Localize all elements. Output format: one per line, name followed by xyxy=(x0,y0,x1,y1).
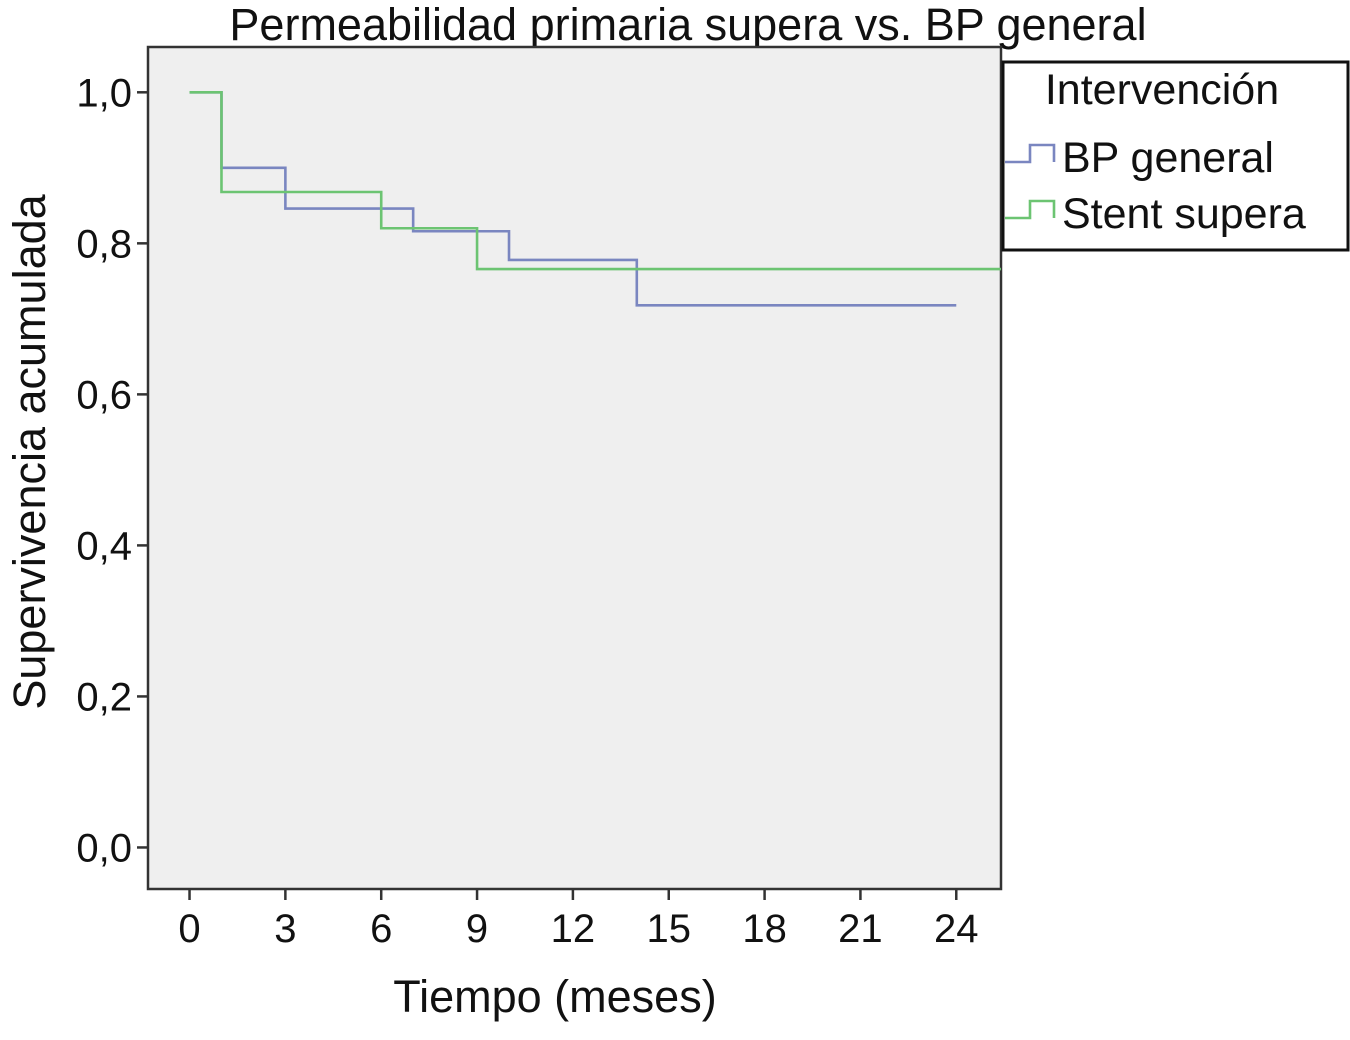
x-tick-label: 9 xyxy=(466,907,488,951)
x-tick-label: 15 xyxy=(646,907,691,951)
y-axis: 0,0 0,2 0,4 0,6 0,8 1,0 xyxy=(76,71,148,870)
legend-title: Intervención xyxy=(1045,66,1279,114)
chart-title: Permeabilidad primaria supera vs. BP gen… xyxy=(229,0,1146,50)
y-tick-label: 0,6 xyxy=(76,373,132,417)
legend: Intervención BP general Stent supera xyxy=(1001,60,1350,252)
legend-symbol-stent-supera xyxy=(1005,199,1056,220)
x-tick-label: 3 xyxy=(274,907,296,951)
y-tick-label: 0,0 xyxy=(76,826,132,870)
x-tick-label: 0 xyxy=(178,907,200,951)
legend-box xyxy=(1001,60,1350,252)
y-tick-label: 0,2 xyxy=(76,675,132,719)
y-tick-label: 1,0 xyxy=(76,71,132,115)
x-tick-label: 18 xyxy=(742,907,787,951)
y-tick-label: 0,8 xyxy=(76,222,132,266)
x-axis-label: Tiempo (meses) xyxy=(393,971,716,1022)
legend-symbol-bp-general xyxy=(1005,143,1056,164)
plot-area xyxy=(146,45,1003,891)
legend-items: BP general Stent supera xyxy=(1005,134,1306,238)
y-tick-label: 0,4 xyxy=(76,524,132,568)
x-tick-label: 6 xyxy=(370,907,392,951)
series-lines xyxy=(189,91,1001,307)
legend-label-bp-general: BP general xyxy=(1062,134,1274,182)
x-tick-label: 24 xyxy=(934,907,979,951)
x-tick-label: 21 xyxy=(838,907,883,951)
x-axis: 0 3 6 9 12 15 18 21 24 xyxy=(178,889,979,951)
legend-label-stent-supera: Stent supera xyxy=(1062,190,1306,238)
series-line-stent-supera xyxy=(189,91,1001,271)
x-tick-label: 12 xyxy=(551,907,596,951)
y-axis-label: Supervivencia acumulada xyxy=(4,193,55,709)
